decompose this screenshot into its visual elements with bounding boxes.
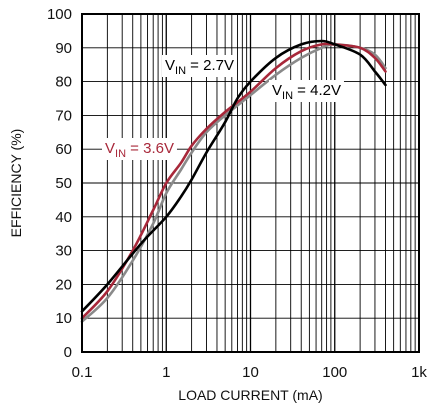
x-tick-label: 100 [322, 364, 347, 381]
y-tick-label: 80 [55, 74, 72, 91]
y-tick-label: 60 [55, 141, 72, 158]
series-label-vin-4-2v: VIN = 4.2V [272, 82, 341, 102]
x-tick-label: 10 [242, 364, 259, 381]
series-label-background [269, 80, 344, 102]
series-label-vin-3-6v: VIN = 3.6V [105, 140, 174, 160]
y-axis-title: EFFICIENCY (%) [8, 129, 24, 238]
series-labels: VIN = 2.7V VIN = 3.6V VIN = 4.2V [102, 55, 344, 160]
series-line-vin-3-6v [80, 42, 387, 320]
series-line-vin-2-7v [80, 39, 387, 313]
y-tick-label: 30 [55, 243, 72, 260]
y-tick-label: 0 [64, 344, 72, 361]
series-label-background [162, 55, 237, 77]
y-tick-label: 20 [55, 276, 72, 293]
series-label-vin-2-7v: VIN = 2.7V [165, 57, 234, 77]
y-tick-label: 70 [55, 107, 72, 124]
series-label-background [102, 138, 177, 160]
y-tick-label: 50 [55, 175, 72, 192]
y-tick-label: 100 [47, 6, 72, 23]
x-tick-label: 1 [162, 364, 170, 381]
y-tick-labels: 0 10 20 30 40 50 60 70 80 90 100 [47, 6, 72, 361]
x-tick-label: 1k [411, 364, 427, 381]
series-lines [80, 39, 387, 323]
y-tick-label: 40 [55, 209, 72, 226]
x-tick-label: 0.1 [72, 364, 93, 381]
y-tick-label: 90 [55, 40, 72, 57]
plot-frame [81, 13, 420, 353]
y-tick-label: 10 [55, 310, 72, 327]
x-tick-labels: 0.1 1 10 100 1k [72, 364, 428, 381]
x-axis-title: LOAD CURRENT (mA) [178, 387, 322, 403]
